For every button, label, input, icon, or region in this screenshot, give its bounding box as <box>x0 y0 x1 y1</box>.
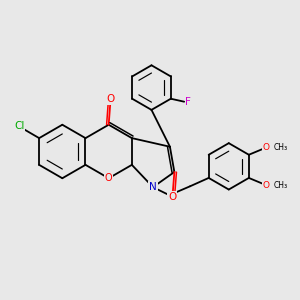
Text: O: O <box>105 173 112 183</box>
Text: F: F <box>185 97 191 107</box>
Text: Cl: Cl <box>14 121 24 130</box>
Text: O: O <box>168 192 176 202</box>
Text: CH₃: CH₃ <box>274 181 288 190</box>
Text: CH₃: CH₃ <box>274 143 288 152</box>
Text: O: O <box>106 94 115 104</box>
Text: O: O <box>262 143 270 152</box>
Text: O: O <box>262 181 270 190</box>
Text: N: N <box>149 182 157 192</box>
